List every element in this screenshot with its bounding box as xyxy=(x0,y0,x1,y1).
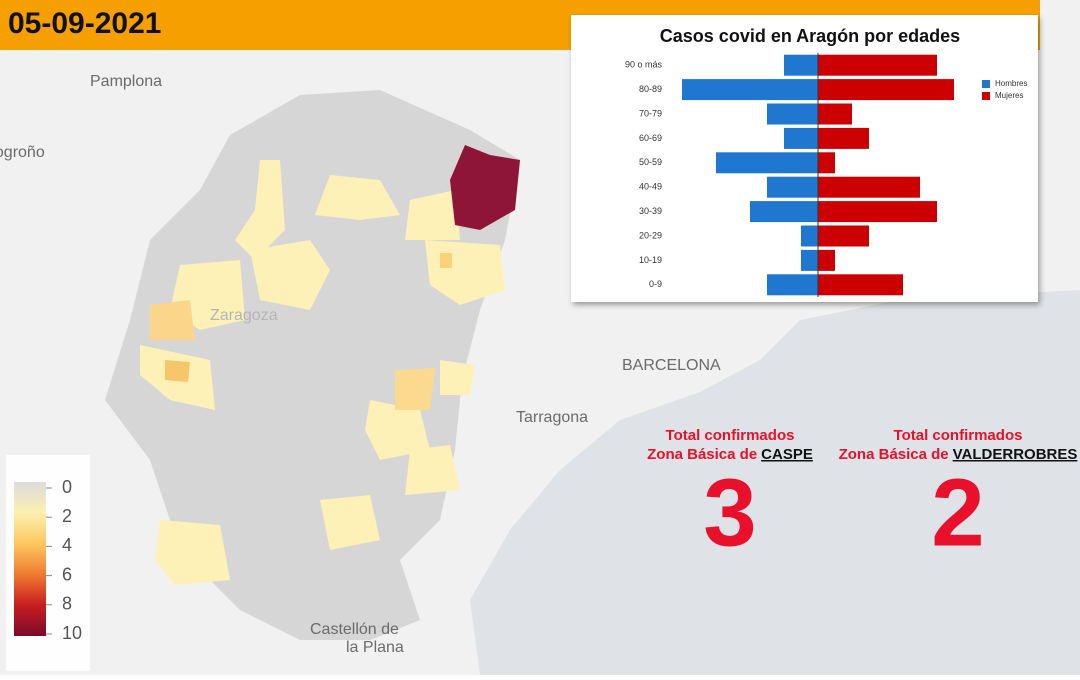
bar xyxy=(716,152,818,174)
place-label: Pamplona xyxy=(90,73,162,90)
bar xyxy=(784,127,818,149)
colorbar-label: 6 xyxy=(62,564,72,584)
bar xyxy=(818,54,937,76)
chart: 90 o más 80-89 70-79 60-69 50-59 40-49 30-39 20… xyxy=(625,53,1027,297)
place-label: Logroño xyxy=(0,144,45,161)
zone xyxy=(150,300,195,340)
bar xyxy=(682,79,818,101)
place-label: Tarragona xyxy=(516,409,588,426)
place-label: Zaragoza xyxy=(210,307,278,324)
zone-line1: Total confirmados xyxy=(894,427,1023,444)
y-tick-label: 70-79 xyxy=(639,108,662,118)
bar xyxy=(767,176,818,198)
y-tick-label: 80-89 xyxy=(639,84,662,94)
bar xyxy=(818,103,852,125)
y-tick-label: 30-39 xyxy=(639,206,662,216)
bar xyxy=(767,103,818,125)
bar xyxy=(818,201,937,223)
zone xyxy=(165,360,190,382)
place-labels: Pamplona Logroño Zaragoza BARCELONA Tarr… xyxy=(0,73,721,656)
bar xyxy=(818,152,835,174)
bar xyxy=(818,249,835,271)
date: 05-09-2021 xyxy=(8,7,161,40)
chart-title: Casos covid en Aragón por edades xyxy=(660,26,960,46)
y-tick-label: 50-59 xyxy=(639,157,662,167)
zone-line1: Total confirmados xyxy=(666,427,795,444)
sea xyxy=(470,290,1080,675)
zone-line2: Zona Básica de CASPE xyxy=(647,446,813,463)
colorbar-label: 8 xyxy=(62,594,72,614)
bar xyxy=(801,225,818,247)
legend-label: Hombres xyxy=(995,79,1027,88)
zones xyxy=(140,160,505,585)
colorbar xyxy=(14,482,46,636)
y-tick-label: 90 o más xyxy=(625,60,663,70)
y-tick-label: 40-49 xyxy=(639,182,662,192)
bar xyxy=(818,176,920,198)
zone-prefix: Zona Básica de xyxy=(839,446,949,463)
bar xyxy=(818,79,954,101)
zone-value: 3 xyxy=(703,459,756,566)
bar xyxy=(784,54,818,76)
bar xyxy=(767,274,818,296)
legend-swatch xyxy=(982,80,990,88)
bar xyxy=(818,225,869,247)
colorbar-label: 10 xyxy=(62,623,82,643)
colorbar-ticks: 0 2 4 6 8 10 xyxy=(46,477,82,643)
legend-swatch xyxy=(982,92,990,100)
zone-value: 2 xyxy=(931,459,984,566)
legend-label: Mujeres xyxy=(995,91,1023,100)
bar xyxy=(750,201,818,223)
place-label: BARCELONA xyxy=(622,357,721,374)
y-tick-label: 10-19 xyxy=(639,255,662,265)
colorbar-label: 2 xyxy=(62,506,72,526)
bar xyxy=(818,274,903,296)
zone-prefix: Zona Básica de xyxy=(647,446,757,463)
bar xyxy=(801,249,818,271)
zone-name: CASPE xyxy=(761,446,813,463)
place-label: Castellón de xyxy=(310,621,399,638)
y-tick-label: 60-69 xyxy=(639,133,662,143)
zone-max xyxy=(450,145,520,230)
colorbar-label: 4 xyxy=(62,535,72,555)
bar xyxy=(818,127,869,149)
zone xyxy=(440,253,452,268)
zone-name: VALDERROBRES xyxy=(953,446,1078,463)
place-label: la Plana xyxy=(346,639,404,656)
zone xyxy=(395,368,435,410)
colorbar-label: 0 xyxy=(62,477,72,497)
zone-line2: Zona Básica de VALDERROBRES xyxy=(839,446,1078,463)
y-tick-label: 20-29 xyxy=(639,230,662,240)
y-tick-label: 0-9 xyxy=(649,279,662,289)
